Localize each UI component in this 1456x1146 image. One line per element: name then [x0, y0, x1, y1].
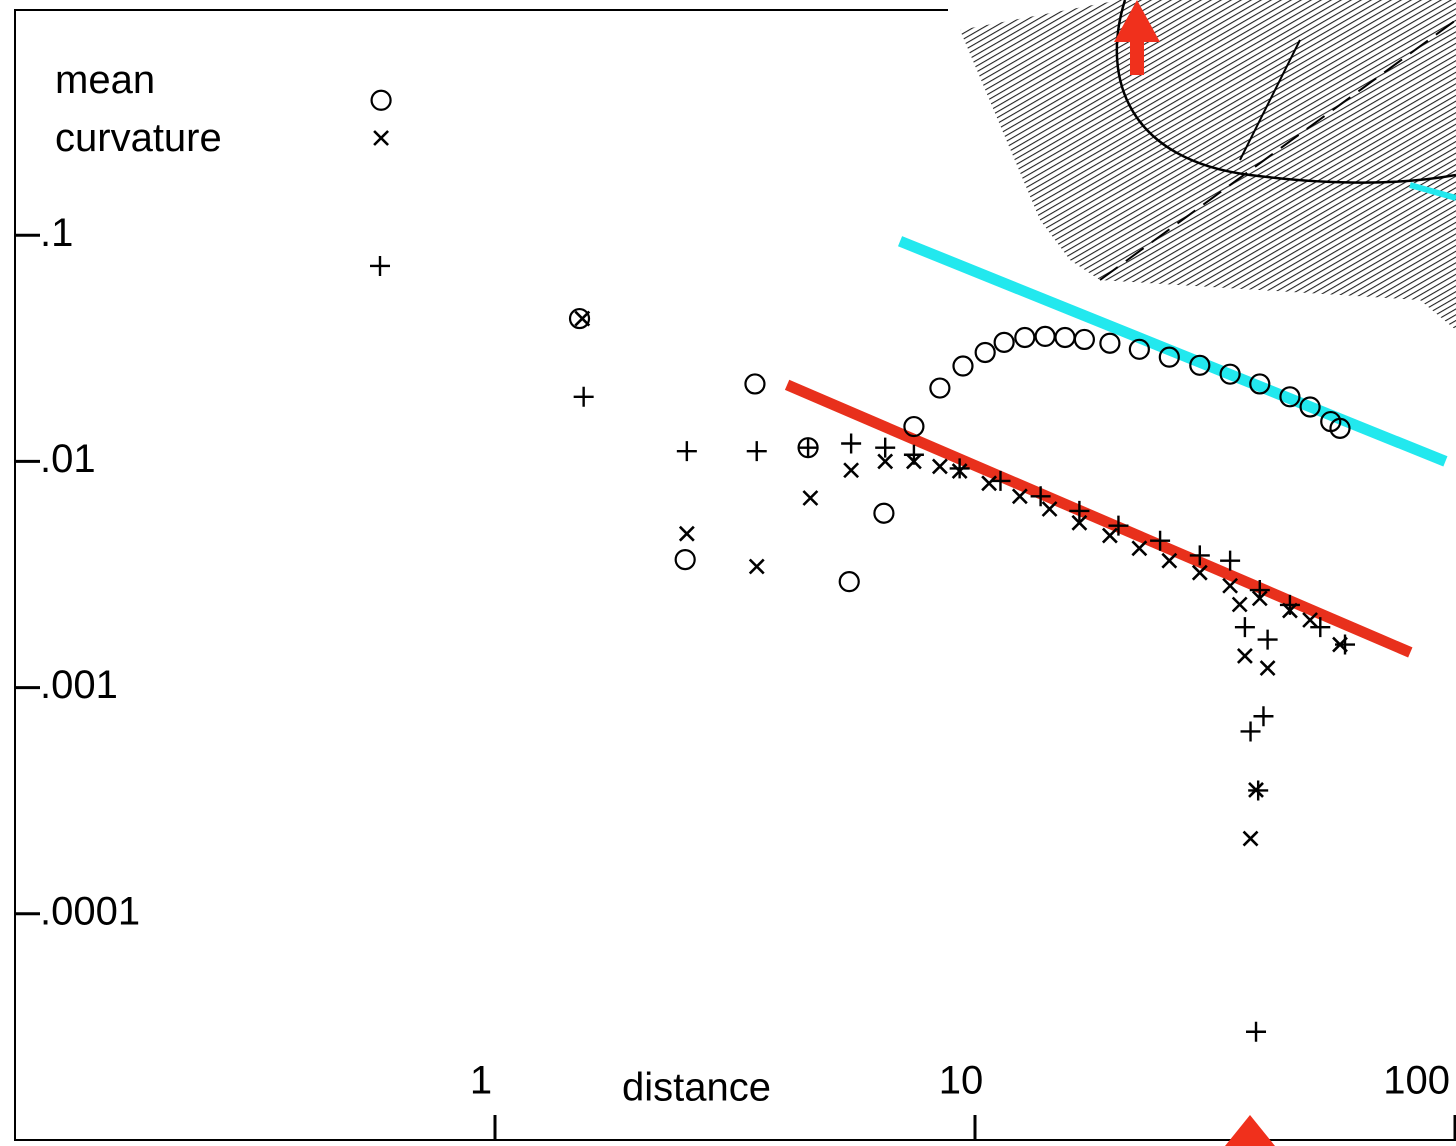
- point-circle: [903, 415, 925, 438]
- point-x: [931, 458, 948, 475]
- point-circle: [744, 373, 766, 395]
- point-circle: [674, 549, 696, 571]
- point-x: [843, 462, 860, 479]
- point-plus: [573, 386, 594, 407]
- point-x: [1242, 830, 1259, 847]
- plot-frame: [14, 9, 1456, 1141]
- point-x: [748, 558, 765, 575]
- point-circle: [993, 331, 1015, 353]
- point-circle: [838, 571, 860, 593]
- point-x: [802, 490, 819, 506]
- point-x: [1101, 527, 1118, 544]
- y-label: mean curvature: [55, 58, 222, 160]
- point-x: [1259, 660, 1276, 676]
- x-tick-label: 10: [939, 1059, 984, 1103]
- y-tick-label: .01: [40, 437, 96, 481]
- point-circle: [1034, 325, 1056, 347]
- point-x: [1231, 596, 1248, 613]
- point-circle: [568, 307, 591, 330]
- point-x: [981, 475, 998, 492]
- point-x: [1161, 552, 1178, 569]
- point-circle: [1128, 338, 1150, 360]
- point-circle: [1249, 373, 1271, 395]
- point-x: [1302, 612, 1319, 628]
- point-x: [1222, 577, 1239, 594]
- point-plus: [1030, 486, 1051, 507]
- point-plus: [1069, 500, 1090, 521]
- point-circle: [1054, 326, 1076, 349]
- point-plus: [1150, 530, 1171, 551]
- point-x: [574, 310, 591, 327]
- point-plus: [1257, 629, 1278, 650]
- point-circle: [873, 502, 895, 524]
- point-circle: [1299, 396, 1321, 418]
- point-circle: [370, 89, 392, 111]
- point-plus: [1279, 594, 1300, 615]
- point-circle: [1279, 386, 1301, 408]
- inset-cyan: [1409, 182, 1456, 201]
- point-circle: [1219, 363, 1241, 385]
- inset-diagram: [948, 0, 1456, 340]
- point-plus: [949, 458, 970, 479]
- point-plus: [1234, 617, 1255, 638]
- point-x: [1071, 514, 1088, 531]
- point-plus: [676, 441, 697, 462]
- point-circle: [929, 377, 951, 399]
- point-plus: [1189, 545, 1210, 566]
- point-circle: [1099, 332, 1121, 354]
- point-circle: [1158, 346, 1180, 368]
- point-plus: [1240, 721, 1261, 742]
- point-plus: [746, 441, 767, 462]
- point-plus: [1310, 617, 1331, 638]
- point-x: [1131, 540, 1148, 557]
- point-plus: [1246, 1021, 1267, 1042]
- point-x: [1191, 564, 1208, 581]
- point-plus: [1249, 580, 1270, 601]
- x-tick-label: 1: [470, 1059, 492, 1103]
- fit-line: [784, 379, 1413, 658]
- inset-dash: [1099, 19, 1456, 281]
- red-arrow: [1114, 0, 1160, 75]
- x-label: distance: [622, 1066, 771, 1110]
- y-tick-label: .001: [40, 663, 118, 707]
- point-circle: [952, 355, 974, 377]
- point-x: [678, 525, 695, 542]
- point-plus: [798, 437, 819, 458]
- point-circle: [1189, 354, 1211, 376]
- point-circle: [1329, 417, 1351, 439]
- point-plus: [875, 437, 896, 458]
- point-plus: [1253, 706, 1274, 727]
- point-circle: [974, 341, 996, 364]
- point-plus: [1220, 550, 1241, 571]
- point-plus: [370, 255, 391, 276]
- point-circle: [1073, 328, 1095, 351]
- point-x: [1236, 648, 1253, 664]
- y-tick-label: .1: [40, 211, 73, 255]
- point-plus: [841, 433, 862, 454]
- point-x: [1011, 488, 1028, 505]
- point-x: [1041, 501, 1058, 517]
- point-plus: [1335, 634, 1356, 655]
- y-tick-label: .0001: [40, 889, 140, 933]
- point-plus: [1108, 515, 1129, 536]
- point-circle: [1014, 326, 1036, 349]
- x-tick-label: 100: [1383, 1059, 1450, 1103]
- red-marker: [1225, 1115, 1275, 1146]
- fit-line: [897, 236, 1448, 467]
- point-plus: [1248, 780, 1269, 801]
- point-x: [877, 453, 894, 470]
- point-plus: [903, 444, 924, 465]
- inset-curve: [1115, 0, 1456, 184]
- inset-line: [1239, 39, 1301, 161]
- point-x: [373, 130, 390, 146]
- point-plus: [990, 470, 1011, 491]
